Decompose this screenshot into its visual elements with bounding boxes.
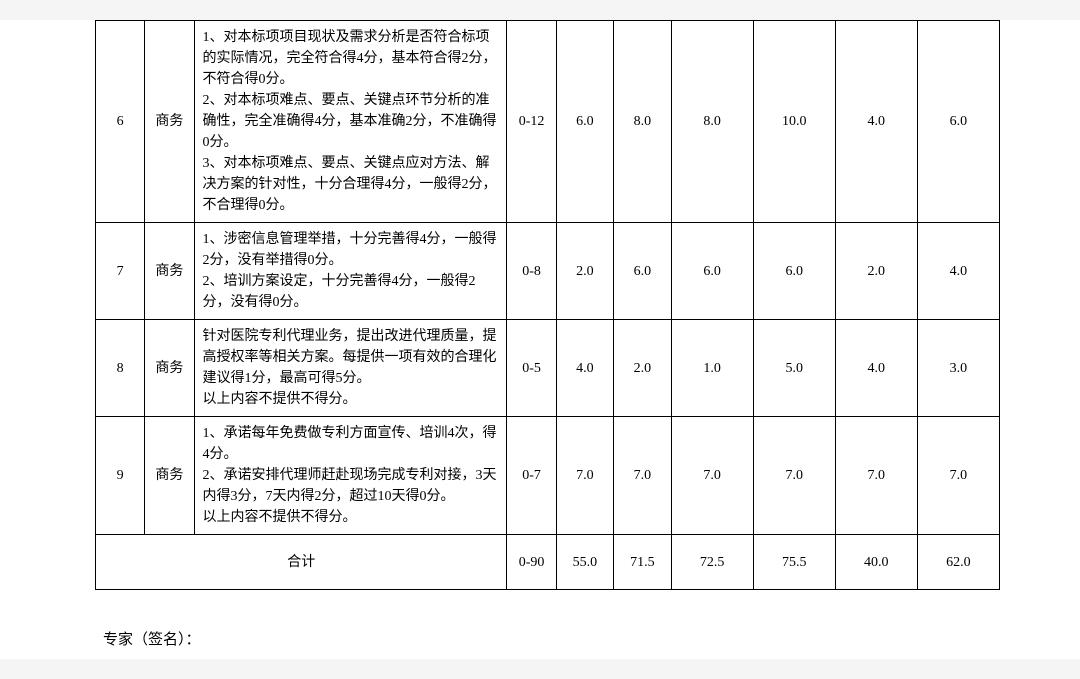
row-range: 0-5: [507, 320, 556, 417]
row-index: 8: [96, 320, 145, 417]
scoring-table: 6商务1、对本标项项目现状及需求分析是否符合标项的实际情况，完全符合得4分，基本…: [95, 20, 1000, 590]
total-s3: 72.5: [671, 535, 753, 590]
total-range: 0-90: [507, 535, 556, 590]
row-score-1: 4.0: [556, 320, 613, 417]
total-s1: 55.0: [556, 535, 613, 590]
row-score-4: 6.0: [753, 223, 835, 320]
row-score-1: 6.0: [556, 21, 613, 223]
total-s4: 75.5: [753, 535, 835, 590]
total-s2: 71.5: [614, 535, 671, 590]
row-score-3: 7.0: [671, 417, 753, 535]
row-score-5: 4.0: [835, 320, 917, 417]
row-score-6: 3.0: [917, 320, 999, 417]
row-category: 商务: [145, 21, 194, 223]
row-score-6: 4.0: [917, 223, 999, 320]
row-score-1: 2.0: [556, 223, 613, 320]
row-score-1: 7.0: [556, 417, 613, 535]
table-row: 7商务1、涉密信息管理举措，十分完善得4分，一般得2分，没有举措得0分。 2、培…: [96, 223, 1000, 320]
row-description: 1、对本标项项目现状及需求分析是否符合标项的实际情况，完全符合得4分，基本符合得…: [194, 21, 507, 223]
row-score-4: 7.0: [753, 417, 835, 535]
total-s6: 62.0: [917, 535, 999, 590]
row-description: 1、承诺每年免费做专利方面宣传、培训4次，得4分。 2、承诺安排代理师赶赴现场完…: [194, 417, 507, 535]
table-total-row: 合计0-9055.071.572.575.540.062.0: [96, 535, 1000, 590]
row-index: 9: [96, 417, 145, 535]
row-description: 1、涉密信息管理举措，十分完善得4分，一般得2分，没有举措得0分。 2、培训方案…: [194, 223, 507, 320]
row-range: 0-8: [507, 223, 556, 320]
table-row: 6商务1、对本标项项目现状及需求分析是否符合标项的实际情况，完全符合得4分，基本…: [96, 21, 1000, 223]
row-category: 商务: [145, 223, 194, 320]
row-category: 商务: [145, 417, 194, 535]
row-score-5: 7.0: [835, 417, 917, 535]
table-row: 9商务1、承诺每年免费做专利方面宣传、培训4次，得4分。 2、承诺安排代理师赶赴…: [96, 417, 1000, 535]
row-range: 0-7: [507, 417, 556, 535]
row-score-2: 7.0: [614, 417, 671, 535]
row-score-5: 4.0: [835, 21, 917, 223]
row-score-6: 7.0: [917, 417, 999, 535]
row-score-6: 6.0: [917, 21, 999, 223]
row-score-3: 1.0: [671, 320, 753, 417]
row-range: 0-12: [507, 21, 556, 223]
row-score-2: 6.0: [614, 223, 671, 320]
table-row: 8商务针对医院专利代理业务，提出改进代理质量，提高授权率等相关方案。每提供一项有…: [96, 320, 1000, 417]
row-index: 7: [96, 223, 145, 320]
row-score-2: 2.0: [614, 320, 671, 417]
total-label: 合计: [96, 535, 507, 590]
row-category: 商务: [145, 320, 194, 417]
row-description: 针对医院专利代理业务，提出改进代理质量，提高授权率等相关方案。每提供一项有效的合…: [194, 320, 507, 417]
total-s5: 40.0: [835, 535, 917, 590]
document-page: 6商务1、对本标项项目现状及需求分析是否符合标项的实际情况，完全符合得4分，基本…: [0, 20, 1080, 659]
row-score-4: 10.0: [753, 21, 835, 223]
row-score-3: 8.0: [671, 21, 753, 223]
row-score-3: 6.0: [671, 223, 753, 320]
row-score-4: 5.0: [753, 320, 835, 417]
row-index: 6: [96, 21, 145, 223]
row-score-2: 8.0: [614, 21, 671, 223]
row-score-5: 2.0: [835, 223, 917, 320]
